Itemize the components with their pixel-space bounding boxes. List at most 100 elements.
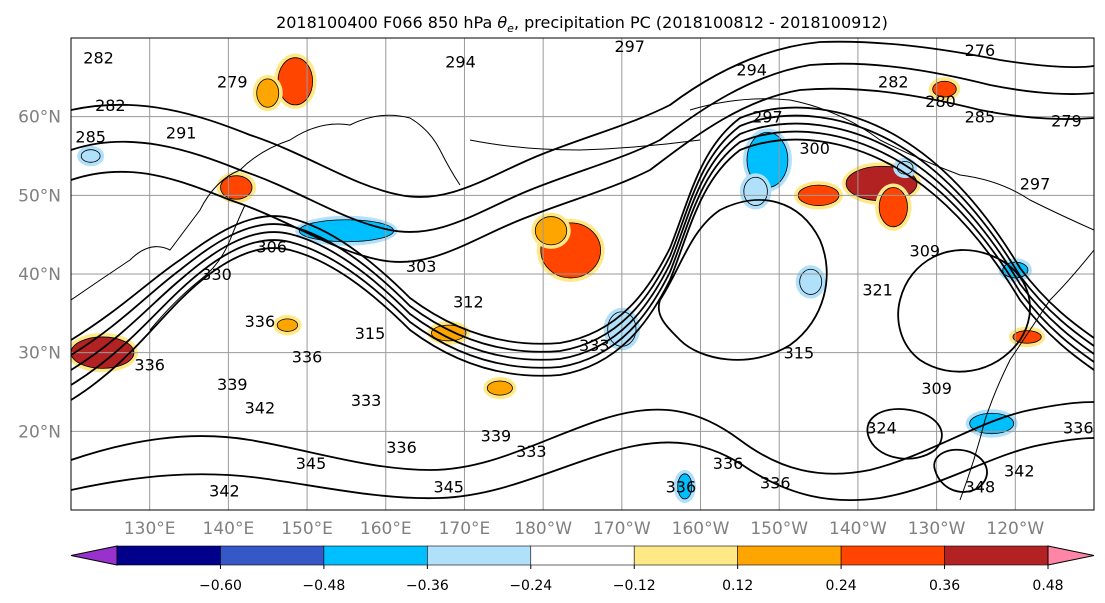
contour-line (71, 401, 1094, 475)
contour-label: 300 (799, 139, 830, 158)
chart-title-prefix: 2018100400 F066 850 hPa (276, 13, 497, 32)
lon-tick-label: 130°W (908, 519, 966, 539)
contour-label: 336 (713, 454, 744, 473)
chart-title-suffix: , precipitation PC (2018100812 - 2018100… (514, 13, 888, 32)
contour-label: 303 (406, 257, 437, 276)
colorbar-tick-label: −0.24 (509, 578, 552, 594)
contour-line (71, 114, 1094, 356)
precip-shading-patch (677, 473, 693, 500)
latitude-tick-labels: 20°N 30°N 40°N 50°N 60°N (18, 108, 61, 443)
contour-label: 315 (784, 344, 815, 363)
lat-tick-label: 40°N (18, 265, 61, 285)
contour-label: 306 (256, 237, 287, 256)
contour-label: 333 (516, 442, 547, 461)
coastline-north-america (959, 249, 1094, 501)
precip-shading-patch (298, 219, 395, 243)
chart-title-theta: θ (497, 13, 507, 32)
contour-label: 342 (209, 481, 240, 500)
precip-shading-patch (431, 324, 467, 342)
precip-shading-patch (256, 78, 280, 108)
precip-shading-patch (878, 187, 908, 228)
contour-label: 342 (1004, 462, 1035, 481)
lon-tick-label: 160°W (672, 519, 730, 539)
contour-line (71, 138, 1094, 401)
coastlines (71, 98, 1094, 501)
lon-tick-label: 160°E (360, 519, 412, 539)
precip-shading-patch (743, 176, 768, 206)
contour-label: 282 (83, 49, 114, 68)
colorbar: −0.60 −0.48 −0.36 −0.24 −0.12 0.12 0.24 0.36 0.4… (70, 545, 1095, 594)
lat-tick-label: 60°N (18, 108, 61, 128)
colorbar-tick-label: −0.12 (613, 578, 656, 594)
colorbar-swatch (220, 545, 325, 566)
precip-shading-patch (1012, 330, 1042, 344)
precip-shading-patch (486, 380, 513, 396)
contour-line (866, 408, 943, 460)
contour-label: 345 (296, 454, 327, 473)
map-area: 282 279 294 297 294 276 282 285 291 282 280 285 279 2… (71, 38, 1094, 510)
colorbar-extend-min (70, 545, 118, 566)
contour-label: 276 (965, 41, 996, 60)
colorbar-tick-label: 0.24 (826, 578, 857, 594)
contour-line (897, 249, 1031, 373)
lon-tick-label: 150°W (750, 519, 808, 539)
precip-shading-patch (534, 216, 568, 246)
colorbar-swatch (737, 545, 842, 566)
contour-label: 336 (134, 355, 165, 374)
contour-label: 291 (166, 123, 197, 142)
contour-label: 333 (579, 336, 610, 355)
contour-line (657, 199, 828, 361)
contour-label: 280 (925, 92, 956, 111)
colorbar-tick-label: −0.60 (199, 578, 242, 594)
coastline-asia (71, 114, 461, 301)
lat-tick-label: 20°N (18, 422, 61, 442)
map-frame (70, 37, 1095, 511)
contour-label: 336 (666, 477, 697, 496)
contour-line (71, 122, 1094, 371)
colorbar-tick-label: 0.12 (722, 578, 753, 594)
contour-label: 315 (355, 324, 386, 343)
lon-tick-label: 130°E (124, 519, 176, 539)
colorbar-tick-label: −0.48 (302, 578, 345, 594)
lon-tick-label: 170°E (439, 519, 491, 539)
contour-line (933, 448, 988, 493)
lat-tick-label: 50°N (18, 186, 61, 206)
contour-label: 342 (245, 399, 276, 418)
contour-label: 282 (878, 72, 909, 91)
contour-line (71, 437, 1094, 501)
colorbar-swatch (323, 545, 428, 566)
coastline-japan (149, 204, 246, 331)
coastline-alaska (689, 98, 1094, 231)
colorbar-swatch (944, 545, 1049, 566)
contour-label: 285 (965, 108, 996, 127)
contour-label: 279 (1051, 112, 1082, 131)
colorbar-boxes (70, 545, 1095, 566)
contour-line (71, 62, 1094, 233)
colorbar-swatch (116, 545, 221, 566)
contour-labels: 282 279 294 297 294 276 282 285 291 282 280 285 279 2… (75, 38, 1094, 500)
contour-label: 285 (75, 127, 106, 146)
contour-label: 336 (1063, 418, 1094, 437)
contour-label: 333 (351, 391, 382, 410)
contour-label: 294 (445, 53, 476, 72)
lon-tick-label: 140°W (829, 519, 887, 539)
contour-label: 294 (736, 60, 767, 79)
precip-shading-patch (80, 149, 101, 163)
colorbar-tick-labels: −0.60 −0.48 −0.36 −0.24 −0.12 0.12 0.24 0.36 0.4… (199, 565, 1064, 594)
colorbar-tick-label: −0.36 (406, 578, 449, 594)
contour-label: 339 (217, 375, 248, 394)
colorbar-extend-max (1047, 545, 1095, 566)
contour-label: 297 (1020, 175, 1051, 194)
contour-label: 336 (760, 473, 791, 492)
contour-label: 297 (752, 108, 783, 127)
contour-line (71, 87, 1094, 263)
contour-label: 321 (862, 281, 893, 300)
colorbar-swatch (530, 545, 635, 566)
precip-shading-patch (932, 80, 957, 98)
lon-tick-label: 170°W (593, 519, 651, 539)
colorbar-swatch (840, 545, 945, 566)
colorbar-tick-label: 0.48 (1032, 578, 1063, 594)
contour-label: 309 (910, 241, 941, 260)
colorbar-swatch (633, 545, 738, 566)
